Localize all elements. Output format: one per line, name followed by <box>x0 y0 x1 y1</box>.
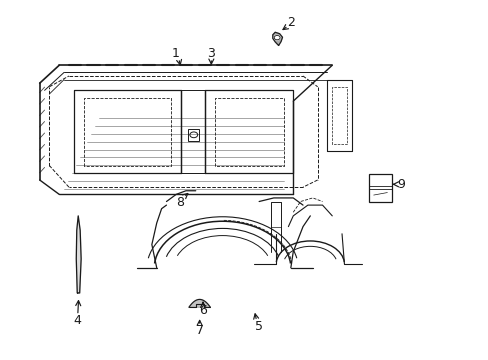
Text: 6: 6 <box>199 304 206 317</box>
Text: 4: 4 <box>73 314 81 327</box>
Text: 9: 9 <box>397 178 405 191</box>
Polygon shape <box>272 32 282 45</box>
Bar <box>188 129 199 140</box>
Polygon shape <box>188 300 210 307</box>
Text: 5: 5 <box>255 320 263 333</box>
Bar <box>368 174 391 202</box>
Text: 8: 8 <box>176 196 184 209</box>
Text: 1: 1 <box>171 47 179 60</box>
Circle shape <box>274 36 280 40</box>
Text: 2: 2 <box>286 16 294 29</box>
Text: 3: 3 <box>207 47 215 60</box>
Text: 7: 7 <box>195 324 203 337</box>
Polygon shape <box>76 216 81 293</box>
